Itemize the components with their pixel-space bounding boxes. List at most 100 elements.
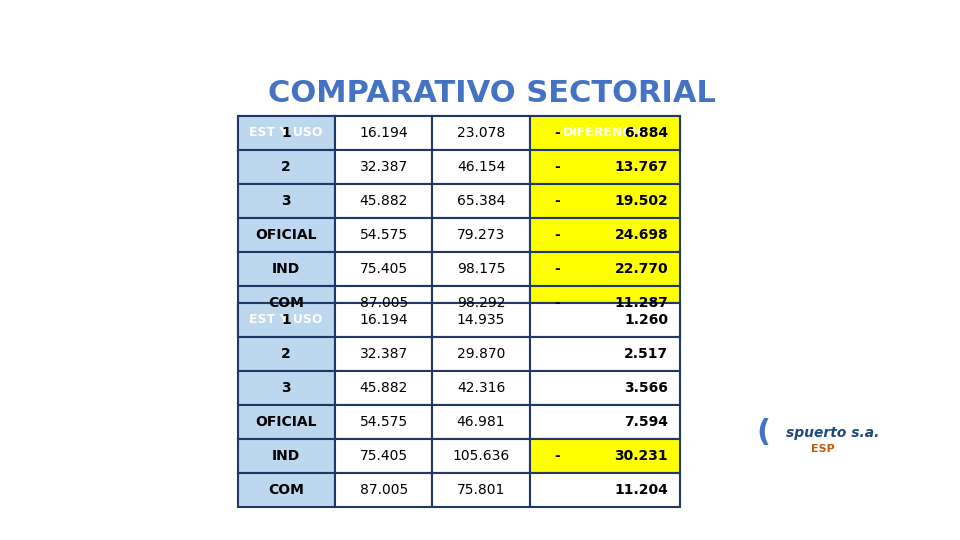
Text: IND: IND: [272, 449, 300, 463]
Text: 3: 3: [281, 381, 291, 395]
FancyBboxPatch shape: [237, 184, 335, 218]
Text: 11.287: 11.287: [614, 296, 668, 310]
Text: 32.387: 32.387: [359, 347, 408, 361]
FancyBboxPatch shape: [237, 116, 335, 150]
Text: 2: 2: [281, 160, 291, 174]
Text: 98.175: 98.175: [457, 262, 505, 276]
FancyBboxPatch shape: [237, 405, 335, 439]
FancyBboxPatch shape: [335, 116, 432, 150]
Text: 75.405: 75.405: [360, 449, 408, 463]
Text: -: -: [554, 160, 560, 174]
Text: -: -: [554, 194, 560, 208]
FancyBboxPatch shape: [530, 218, 681, 252]
Text: 7.594: 7.594: [624, 415, 668, 429]
Text: 98.292: 98.292: [457, 296, 505, 310]
Text: 3.566: 3.566: [624, 381, 668, 395]
Text: -: -: [554, 262, 560, 276]
Text: PTO LOPEZ: PTO LOPEZ: [345, 126, 422, 139]
FancyBboxPatch shape: [530, 405, 681, 439]
FancyBboxPatch shape: [432, 116, 530, 150]
FancyBboxPatch shape: [530, 473, 681, 507]
FancyBboxPatch shape: [530, 150, 681, 184]
Text: 29.870: 29.870: [457, 347, 505, 361]
Text: 32.387: 32.387: [359, 160, 408, 174]
Text: 46.981: 46.981: [457, 415, 505, 429]
FancyBboxPatch shape: [237, 116, 335, 150]
Text: 45.882: 45.882: [359, 194, 408, 208]
FancyBboxPatch shape: [530, 252, 681, 286]
FancyBboxPatch shape: [335, 116, 432, 150]
FancyBboxPatch shape: [530, 439, 681, 473]
Text: CAFUCHES: CAFUCHES: [444, 313, 518, 326]
Text: 75.405: 75.405: [360, 262, 408, 276]
FancyBboxPatch shape: [237, 439, 335, 473]
Text: 1: 1: [281, 126, 291, 139]
Text: 1.260: 1.260: [624, 313, 668, 327]
Text: 1: 1: [281, 313, 291, 327]
Text: 65.384: 65.384: [457, 194, 505, 208]
FancyBboxPatch shape: [335, 252, 432, 286]
FancyBboxPatch shape: [237, 302, 335, 337]
FancyBboxPatch shape: [237, 252, 335, 286]
FancyBboxPatch shape: [432, 337, 530, 371]
FancyBboxPatch shape: [335, 405, 432, 439]
FancyBboxPatch shape: [530, 302, 681, 337]
Text: 13.767: 13.767: [614, 160, 668, 174]
Text: 87.005: 87.005: [359, 296, 408, 310]
FancyBboxPatch shape: [530, 116, 681, 150]
Text: 105.636: 105.636: [452, 449, 510, 463]
Text: 75.801: 75.801: [457, 483, 505, 497]
FancyBboxPatch shape: [530, 371, 681, 405]
FancyBboxPatch shape: [432, 302, 530, 337]
Text: 11.204: 11.204: [614, 483, 668, 497]
Text: IND: IND: [272, 262, 300, 276]
Text: OFICIAL: OFICIAL: [255, 228, 317, 242]
FancyBboxPatch shape: [237, 371, 335, 405]
FancyBboxPatch shape: [335, 302, 432, 337]
Text: 19.502: 19.502: [614, 194, 668, 208]
FancyBboxPatch shape: [237, 302, 335, 337]
Text: -: -: [554, 449, 560, 463]
FancyBboxPatch shape: [335, 184, 432, 218]
FancyBboxPatch shape: [530, 286, 681, 320]
Text: OFICIAL: OFICIAL: [255, 415, 317, 429]
FancyBboxPatch shape: [432, 184, 530, 218]
Text: (: (: [756, 418, 771, 447]
Text: 3: 3: [281, 194, 291, 208]
FancyBboxPatch shape: [530, 337, 681, 371]
Text: 2.517: 2.517: [624, 347, 668, 361]
FancyBboxPatch shape: [530, 302, 681, 337]
Text: DIFERENCIA: DIFERENCIA: [564, 313, 647, 326]
FancyBboxPatch shape: [432, 218, 530, 252]
Text: 79.273: 79.273: [457, 228, 505, 242]
Text: 2: 2: [281, 347, 291, 361]
Text: 16.194: 16.194: [359, 126, 408, 139]
Text: -: -: [554, 228, 560, 242]
Text: 24.698: 24.698: [614, 228, 668, 242]
Text: 22.770: 22.770: [614, 262, 668, 276]
FancyBboxPatch shape: [335, 302, 432, 337]
Text: 23.078: 23.078: [457, 126, 505, 139]
FancyBboxPatch shape: [335, 439, 432, 473]
FancyBboxPatch shape: [432, 116, 530, 150]
Text: PTO GAITAN: PTO GAITAN: [439, 126, 523, 139]
FancyBboxPatch shape: [432, 405, 530, 439]
Text: EST Y USO: EST Y USO: [250, 126, 323, 139]
FancyBboxPatch shape: [432, 252, 530, 286]
FancyBboxPatch shape: [432, 302, 530, 337]
Text: ESP: ESP: [811, 444, 835, 455]
FancyBboxPatch shape: [335, 473, 432, 507]
FancyBboxPatch shape: [530, 184, 681, 218]
Text: 45.882: 45.882: [359, 381, 408, 395]
FancyBboxPatch shape: [530, 116, 681, 150]
Text: -: -: [554, 296, 560, 310]
FancyBboxPatch shape: [432, 150, 530, 184]
Text: EST Y USO: EST Y USO: [250, 313, 323, 326]
Text: 6.884: 6.884: [624, 126, 668, 139]
FancyBboxPatch shape: [237, 286, 335, 320]
Text: 46.154: 46.154: [457, 160, 505, 174]
Text: 16.194: 16.194: [359, 313, 408, 327]
Text: 54.575: 54.575: [360, 228, 408, 242]
Text: 54.575: 54.575: [360, 415, 408, 429]
Text: DIFERENCIA: DIFERENCIA: [564, 126, 647, 139]
